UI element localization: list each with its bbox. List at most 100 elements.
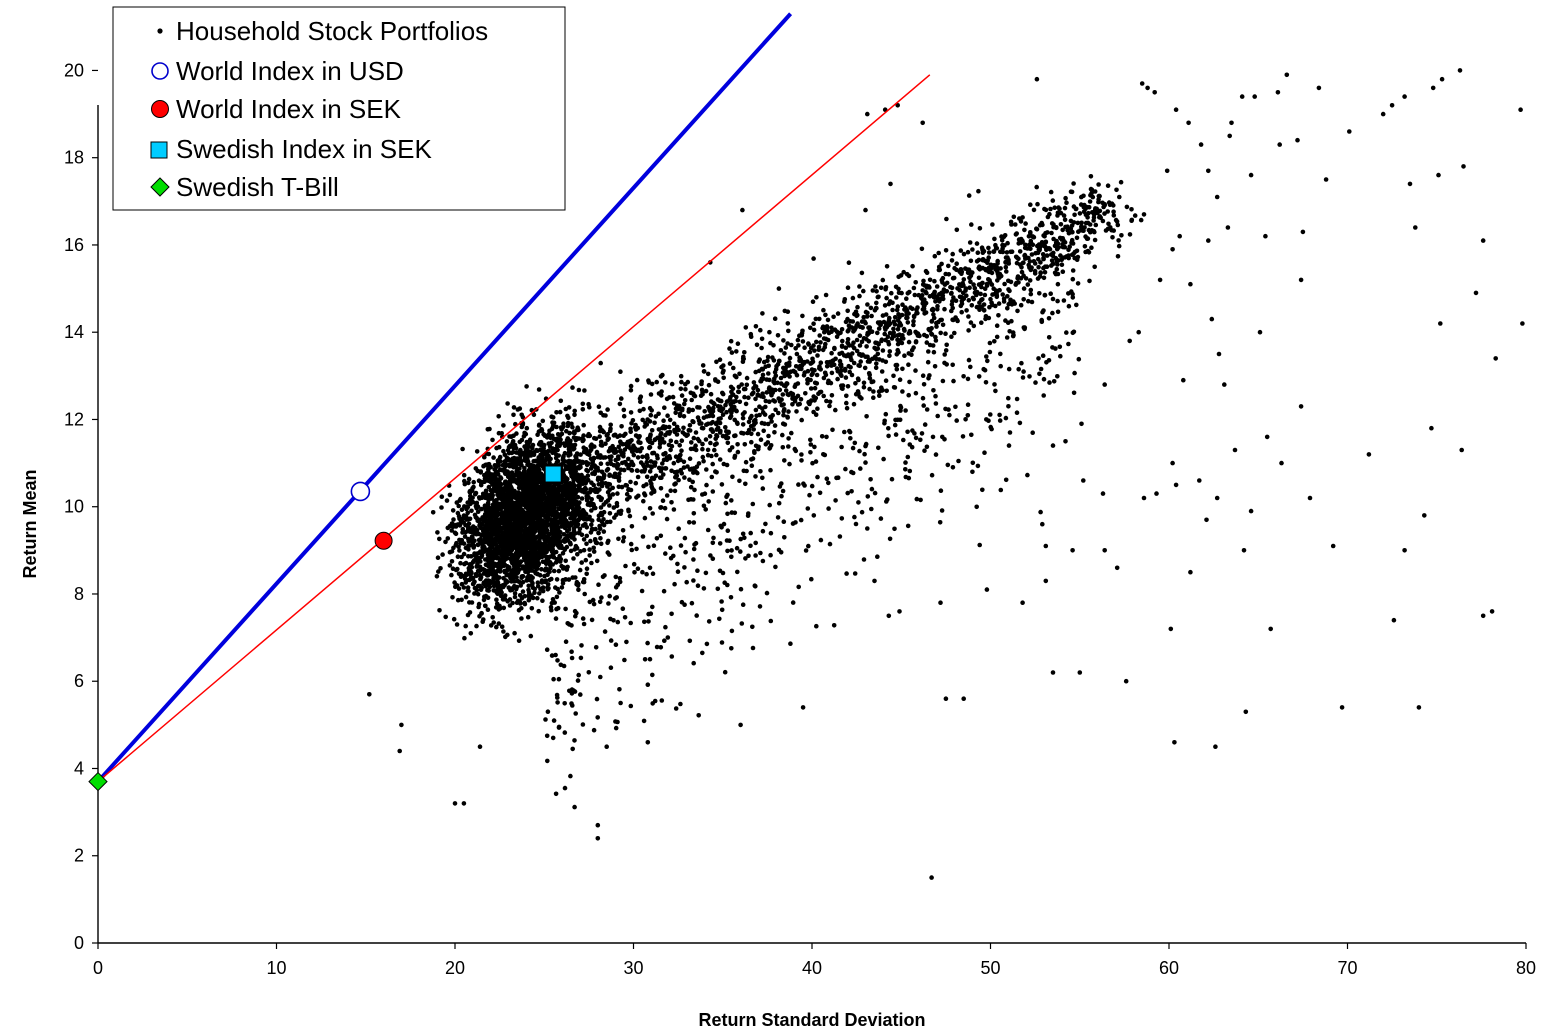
household-point: [995, 271, 1001, 277]
household-point: [1114, 219, 1120, 224]
household-point: [596, 475, 601, 481]
household-point: [523, 503, 529, 508]
household-point: [943, 271, 948, 277]
household-point: [989, 282, 995, 287]
household-point: [1040, 521, 1045, 527]
household-point: [439, 494, 445, 500]
household-point: [996, 313, 1001, 318]
household-point: [682, 475, 687, 480]
household-point: [668, 488, 673, 494]
household-point: [626, 507, 631, 513]
household-point: [980, 257, 986, 263]
household-point: [503, 479, 508, 485]
household-point: [606, 448, 612, 454]
household-point: [678, 373, 684, 379]
household-point: [789, 430, 794, 436]
household-point: [934, 324, 939, 329]
household-point: [616, 484, 622, 490]
household-point: [1080, 228, 1085, 233]
household-point: [531, 458, 536, 464]
household-point: [770, 390, 775, 396]
household-point: [576, 387, 582, 393]
household-point: [942, 282, 948, 287]
household-point: [873, 365, 879, 371]
household-point: [929, 875, 934, 880]
household-point: [893, 284, 899, 290]
household-point: [1407, 181, 1413, 187]
household-point: [690, 419, 695, 424]
household-point: [511, 405, 517, 410]
household-point: [1380, 111, 1386, 117]
household-point: [986, 277, 991, 282]
household-point: [501, 605, 507, 611]
household-point: [780, 392, 786, 397]
household-point: [549, 440, 554, 446]
household-point: [947, 412, 952, 418]
household-point: [702, 409, 707, 414]
household-point: [471, 543, 477, 549]
household-point: [865, 526, 870, 531]
household-point: [517, 439, 523, 445]
household-point: [532, 539, 538, 544]
household-point: [961, 251, 967, 257]
household-point: [1439, 76, 1445, 82]
household-point: [801, 373, 807, 378]
household-point: [687, 477, 692, 483]
household-point: [1141, 495, 1147, 501]
household-point: [682, 398, 688, 403]
household-point: [1127, 338, 1132, 344]
household-point: [931, 291, 937, 296]
household-point: [655, 455, 660, 461]
household-point: [894, 295, 899, 300]
household-point: [854, 337, 860, 343]
household-point: [483, 528, 488, 534]
household-point: [501, 423, 506, 428]
household-point: [649, 481, 654, 487]
household-point: [971, 323, 977, 329]
household-point: [895, 337, 900, 343]
household-point: [765, 354, 771, 360]
household-point: [566, 446, 572, 452]
household-point: [556, 481, 562, 487]
household-point: [1170, 247, 1175, 252]
household-point: [741, 354, 746, 360]
household-point: [530, 516, 536, 521]
household-point: [1252, 94, 1257, 99]
household-point: [1045, 230, 1050, 235]
household-point: [488, 566, 493, 571]
household-point: [1436, 172, 1441, 178]
household-point: [701, 503, 707, 509]
household-point: [496, 621, 502, 626]
household-point: [487, 426, 492, 432]
household-point: [589, 522, 594, 528]
household-point: [470, 495, 475, 501]
household-point: [652, 420, 657, 426]
household-point: [856, 363, 861, 368]
household-point: [683, 382, 688, 387]
household-point: [546, 555, 551, 560]
household-point: [764, 390, 770, 395]
household-point: [520, 574, 525, 579]
household-point: [713, 377, 718, 382]
household-point: [807, 349, 813, 355]
household-point: [538, 447, 543, 453]
household-point: [867, 376, 873, 381]
household-point: [771, 343, 776, 348]
household-point: [1083, 205, 1088, 210]
household-point: [880, 313, 886, 318]
household-point: [618, 369, 623, 375]
household-point: [552, 523, 558, 529]
household-point: [913, 280, 918, 285]
household-point: [1204, 517, 1209, 523]
household-point: [488, 540, 493, 546]
household-point: [1070, 241, 1076, 246]
household-point: [597, 424, 603, 430]
household-point: [778, 348, 784, 353]
household-point: [615, 461, 620, 467]
household-point: [1298, 277, 1304, 283]
household-point: [491, 455, 496, 460]
household-point: [843, 375, 849, 380]
household-point: [861, 336, 867, 341]
household-point: [554, 488, 559, 494]
household-point: [1227, 133, 1232, 139]
